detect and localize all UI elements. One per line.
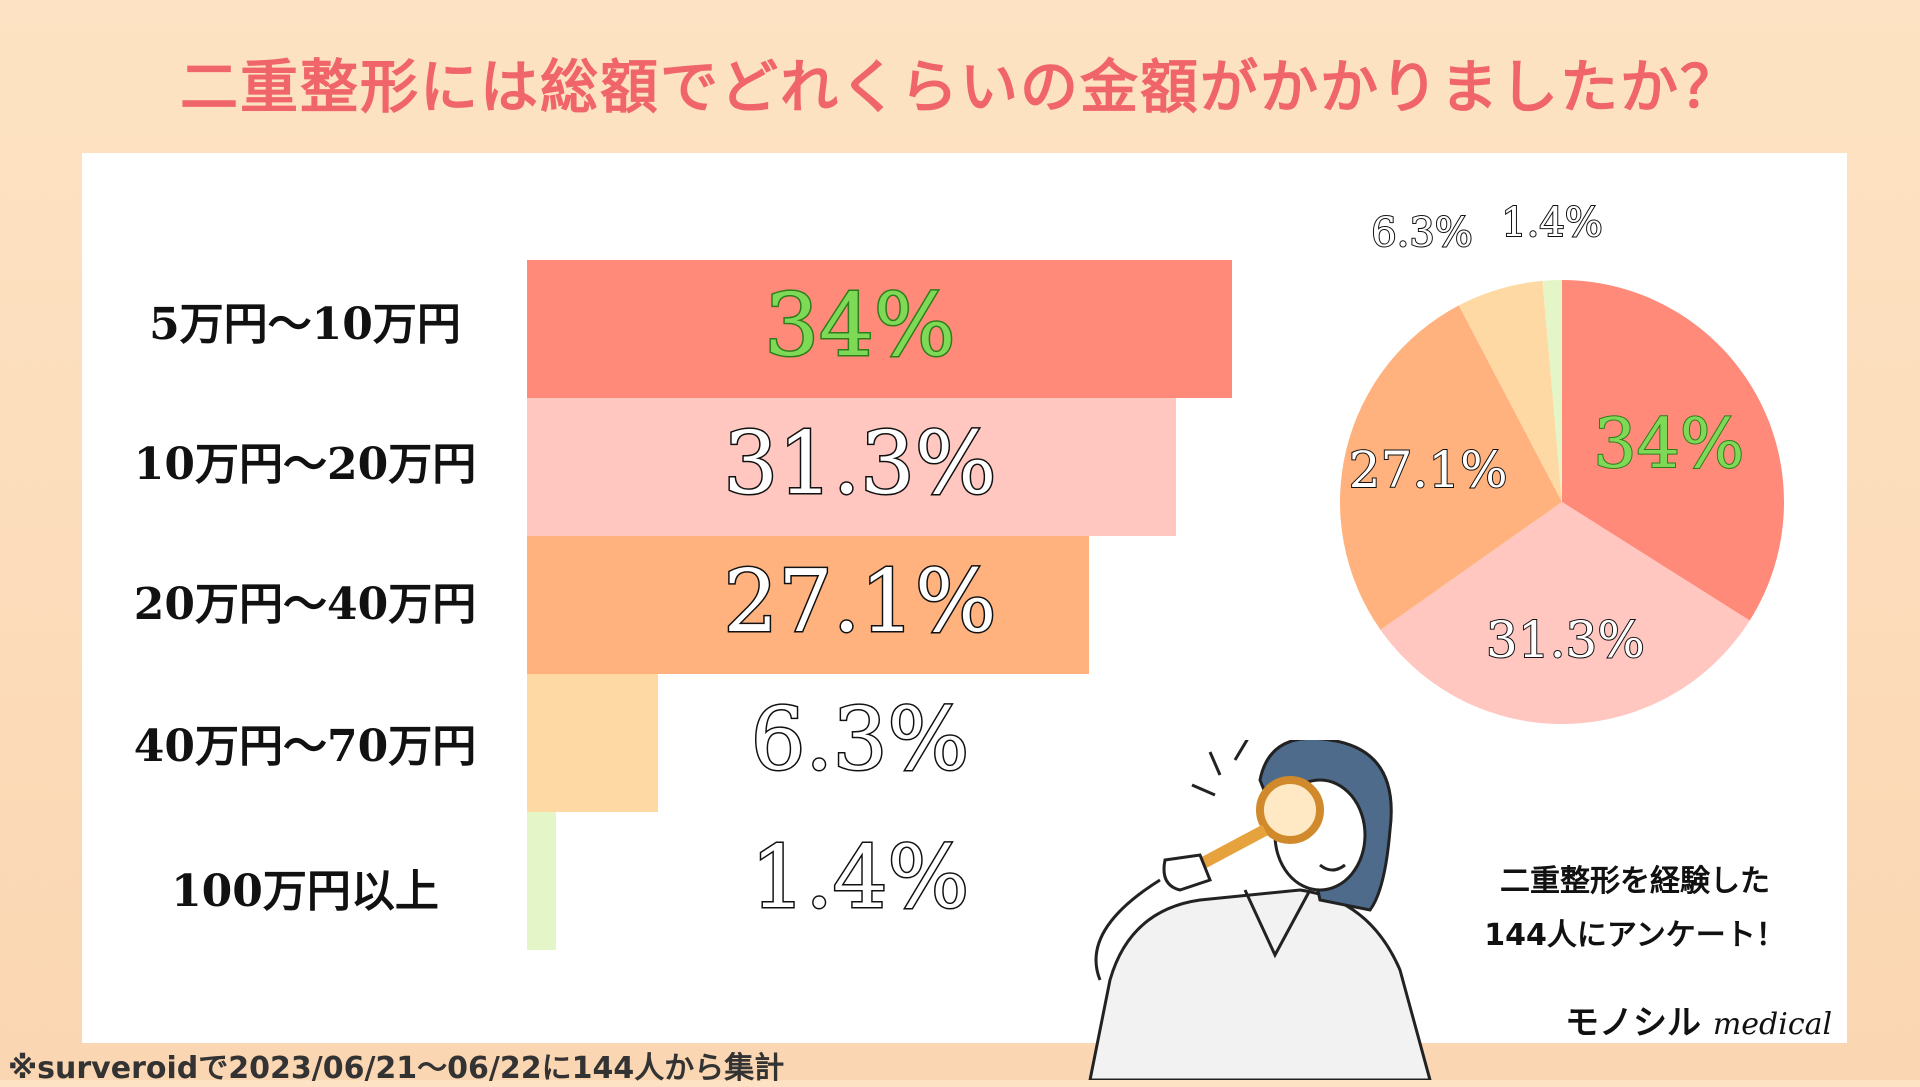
- bar: [527, 398, 1176, 536]
- bar-label: 40万円〜70万円: [133, 721, 477, 772]
- pie-slice: [1340, 305, 1562, 630]
- pie-slice-label: 1.4%: [1501, 200, 1603, 246]
- pie-slice-label: 31.3%: [1486, 611, 1645, 669]
- pie-slice: [1542, 280, 1562, 502]
- survey-note-line1: 二重整形を経験した: [1500, 864, 1770, 899]
- survey-note-line2: 144人にアンケート！: [1484, 918, 1786, 953]
- footnote: ※surveroidで2023/06/21〜06/22に144人から集計: [8, 1051, 785, 1086]
- bar-label: 20万円〜40万円: [133, 579, 477, 630]
- pie-chart: 34% 31.3% 27.1% 6.3% 1.4%: [1290, 199, 1810, 780]
- bar-value-label: 34%: [763, 275, 957, 378]
- bar-value-label: 6.3%: [749, 689, 971, 792]
- pie-slice-label: 6.3%: [1371, 210, 1473, 256]
- bar: [527, 536, 1089, 674]
- bar-label: 100万円以上: [171, 866, 439, 917]
- pie-slice: [1458, 280, 1562, 502]
- pie-slice: [1562, 280, 1784, 621]
- bar-value-label: 27.1%: [722, 551, 998, 654]
- pie-slice-label: 34%: [1593, 405, 1744, 484]
- pie-svg: 34% 31.3% 27.1% 6.3% 1.4%: [1340, 199, 1784, 724]
- pie-slice: [1380, 502, 1750, 724]
- bar-label: 5万円〜10万円: [149, 299, 461, 350]
- survey-note: 二重整形を経験した 144人にアンケート！: [1470, 855, 1800, 963]
- page-title: 二重整形には総額でどれくらいの金額がかかりましたか？: [179, 53, 1740, 121]
- brand-sub: medical: [1712, 1007, 1833, 1042]
- bar-value-label: 31.3%: [722, 413, 998, 516]
- bar: [527, 812, 556, 950]
- bar: [527, 674, 658, 812]
- bar-value-label: 1.4%: [749, 827, 971, 930]
- brand-logo: モノシル medical: [1565, 995, 1832, 1044]
- bar: [527, 260, 1232, 398]
- bar-label: 10万円〜20万円: [133, 439, 477, 490]
- pie-slice-label: 27.1%: [1349, 441, 1508, 499]
- person-illustration: [1088, 740, 1432, 1080]
- brand-main: モノシル: [1565, 1003, 1701, 1043]
